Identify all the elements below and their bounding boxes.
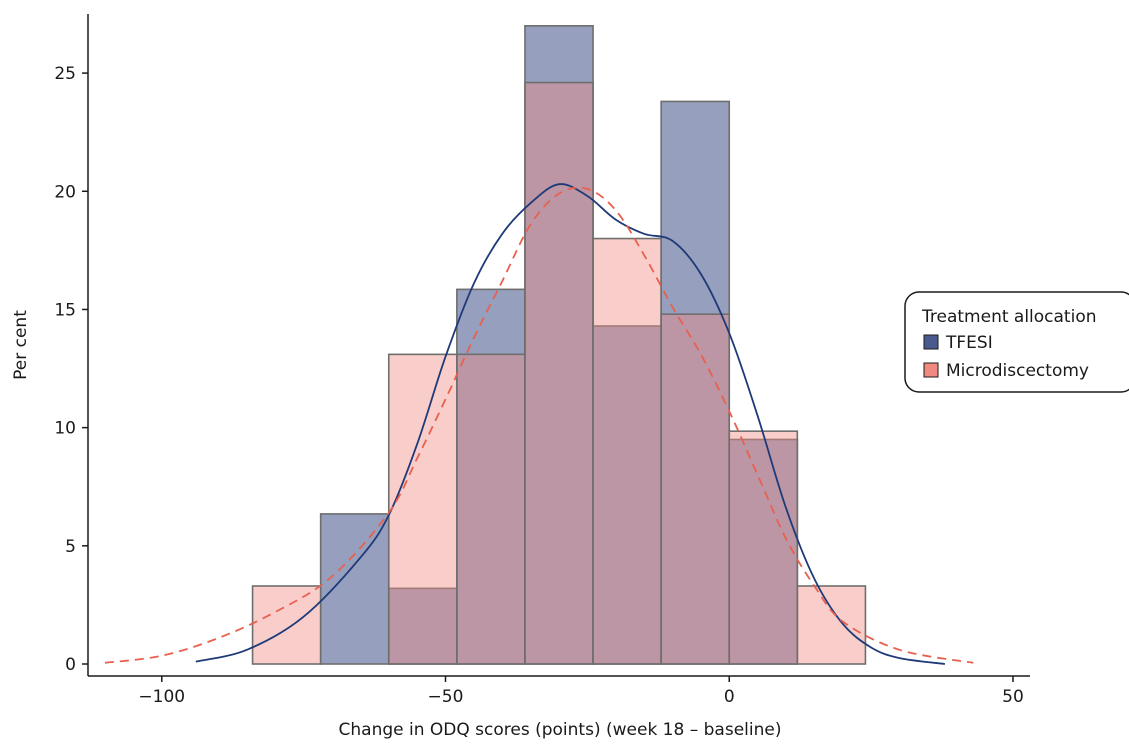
bar-microdiscectomy-8 [796,585,867,665]
bar-tfesi-3 [524,25,594,665]
density-curve-microdiscectomy [104,186,974,664]
y-tick-label: 15 [54,300,76,320]
x-tick-label: 50 [1002,687,1024,707]
legend-label-microdiscectomy: Microdiscectomy [946,361,1089,381]
y-tick-label: 0 [65,655,76,675]
bar-microdiscectomy-3 [456,353,526,665]
x-tick-label: −50 [428,687,464,707]
x-axis-label: Change in ODQ scores (points) (week 18 –… [339,720,782,740]
legend: Treatment allocation TFESI Microdiscecto… [904,291,1129,393]
y-tick-label: 20 [54,182,76,202]
bar-microdiscectomy-2 [387,353,458,665]
legend-frame [904,291,1129,393]
x-tick-label: −100 [138,687,185,707]
bar-tfesi-5 [660,100,731,665]
bar-tfesi-1 [387,587,458,665]
y-axis-label: Per cent [11,310,31,380]
bar-tfesi-4 [592,325,662,665]
x-tick-label: 0 [724,687,735,707]
density-layer [104,183,974,665]
legend-swatch-microdiscectomy [923,362,939,378]
bar-microdiscectomy-4 [524,81,594,665]
bar-microdiscectomy-6 [660,313,731,665]
axes-layer: 0 5 10 15 20 25 −100 −50 0 50 [54,14,1030,707]
y-tick-label: 10 [54,419,76,439]
y-tick-label: 25 [54,64,76,84]
bar-tfesi-0 [319,513,390,665]
bar-microdiscectomy-5 [592,237,662,665]
bar-microdiscectomy-7 [728,430,799,665]
bars-layer [251,25,867,665]
density-curve-tfesi [195,183,946,665]
legend-title: Treatment allocation [921,307,1097,327]
legend-swatch-tfesi [923,334,939,350]
bar-microdiscectomy-0 [251,585,322,665]
legend-label-tfesi: TFESI [945,333,993,353]
y-tick-label: 5 [65,537,76,557]
